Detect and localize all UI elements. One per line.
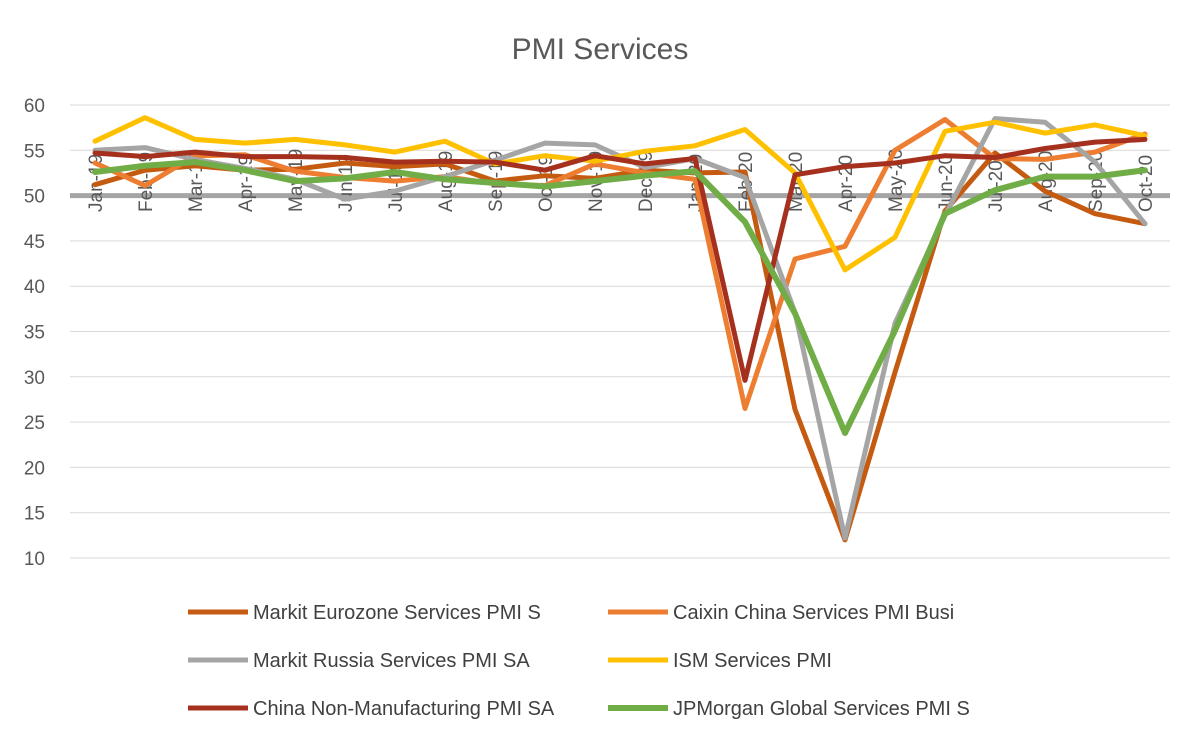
legend-label: Caixin China Services PMI Busi xyxy=(673,602,954,624)
legend-label: China Non-Manufacturing PMI SA xyxy=(253,698,555,720)
y-tick-label: 10 xyxy=(24,549,45,570)
y-tick-label: 20 xyxy=(24,458,45,479)
x-tick-label: Apr-19 xyxy=(236,155,257,212)
y-tick-label: 25 xyxy=(24,413,45,434)
series-line-1 xyxy=(92,150,1148,543)
legend-label: Markit Eurozone Services PMI S xyxy=(253,602,541,624)
legend: Markit Eurozone Services PMI S Caixin Chi… xyxy=(188,602,970,720)
legend-label: JPMorgan Global Services PMI S xyxy=(673,698,970,720)
y-axis-ticks: 10 15 20 25 30 35 40 45 50 55 60 xyxy=(24,96,45,570)
series-line-6 xyxy=(92,159,1148,436)
y-tick-label: 35 xyxy=(24,323,45,344)
series-line-2 xyxy=(92,117,1148,411)
x-tick-label: Sep-20 xyxy=(1086,151,1107,212)
series-lines xyxy=(92,115,1148,543)
y-tick-label: 30 xyxy=(24,368,45,389)
chart-title: PMI Services xyxy=(512,33,689,66)
y-tick-label: 45 xyxy=(24,232,45,253)
x-tick-label: Jul-20 xyxy=(986,160,1007,212)
legend-label: ISM Services PMI xyxy=(673,650,832,672)
y-tick-label: 55 xyxy=(24,141,45,162)
legend-label: Markit Russia Services PMI SA xyxy=(253,650,530,672)
y-tick-label: 15 xyxy=(24,504,45,525)
x-tick-label: Dec-19 xyxy=(636,151,657,212)
y-tick-label: 50 xyxy=(24,187,45,208)
series-line-4 xyxy=(92,115,1148,273)
x-tick-label: Oct-20 xyxy=(1136,155,1157,212)
series-line-5 xyxy=(92,136,1148,383)
y-tick-label: 60 xyxy=(24,96,45,117)
y-tick-label: 40 xyxy=(24,277,45,298)
